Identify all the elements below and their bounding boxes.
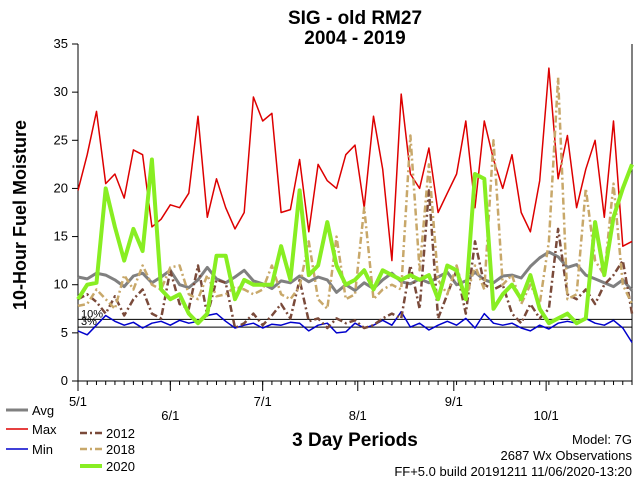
legend-label-2018: 2018 xyxy=(106,442,135,457)
chart-subtitle: 2004 - 2019 xyxy=(304,28,405,49)
legend-label-avg: Avg xyxy=(32,403,54,418)
y-tick-label: 35 xyxy=(54,36,68,51)
series-line-2018 xyxy=(77,76,634,311)
x-tick-label: 8/1 xyxy=(349,408,367,423)
y-axis-label: 10-Hour Fuel Moisture xyxy=(10,120,30,310)
x-tick-label: 9/1 xyxy=(445,394,463,409)
x-tick-label: 5/1 xyxy=(69,394,87,409)
legend-label-2012: 2012 xyxy=(106,426,135,441)
x-tick-label: 10/1 xyxy=(533,408,558,423)
series-line-2012 xyxy=(77,189,634,330)
series-line-max xyxy=(77,67,633,262)
y-tick-label: 30 xyxy=(54,84,68,99)
footer-model: Model: 7G xyxy=(572,432,632,447)
x-tick-label: 6/1 xyxy=(161,408,179,423)
reference-line-label: 10% xyxy=(81,308,103,320)
plot-area: 0 5 10 15 20 25 30 35 5/1 6/1 7/1 8/1 9/1 10/1 10%3% xyxy=(54,36,634,423)
y-tick-label: 10 xyxy=(54,277,68,292)
y-tick-label: 25 xyxy=(54,132,68,147)
y-tick-label: 15 xyxy=(54,229,68,244)
reference-line-label: 3% xyxy=(81,316,97,328)
series-line-min xyxy=(77,310,633,343)
legend-label-min: Min xyxy=(32,442,53,457)
x-axis-label: 3 Day Periods xyxy=(292,430,418,451)
x-tick-label: 7/1 xyxy=(254,394,272,409)
chart-title: SIG - old RM27 xyxy=(288,8,422,29)
footer-observations: 2687 Wx Observations xyxy=(500,448,632,463)
series-line-2020 xyxy=(76,157,634,326)
y-tick-label: 20 xyxy=(54,180,68,195)
footer-build: FF+5.0 build 20191211 11/06/2020-13:20 xyxy=(394,464,632,479)
y-tick-label: 5 xyxy=(61,325,68,340)
legend-label-2020: 2020 xyxy=(106,459,135,474)
legend-label-max: Max xyxy=(32,422,57,437)
y-tick-label: 0 xyxy=(61,373,68,388)
